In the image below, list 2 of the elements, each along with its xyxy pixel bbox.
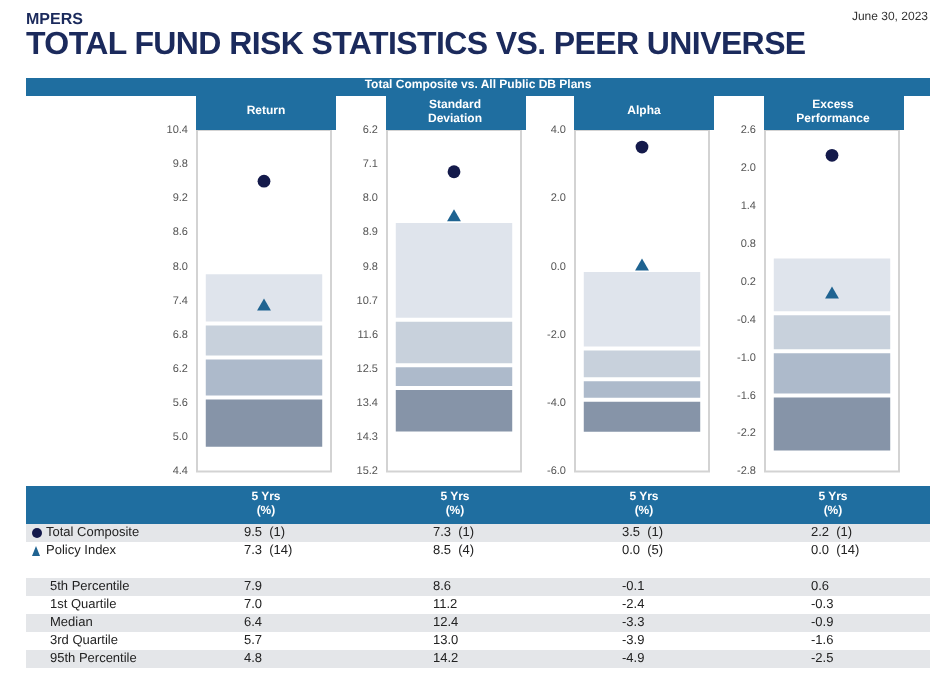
text: TOTAL FUND RISK STATISTICS VS. PEER UNIVERSE [26,28,806,64]
text: MPERS [26,10,83,28]
